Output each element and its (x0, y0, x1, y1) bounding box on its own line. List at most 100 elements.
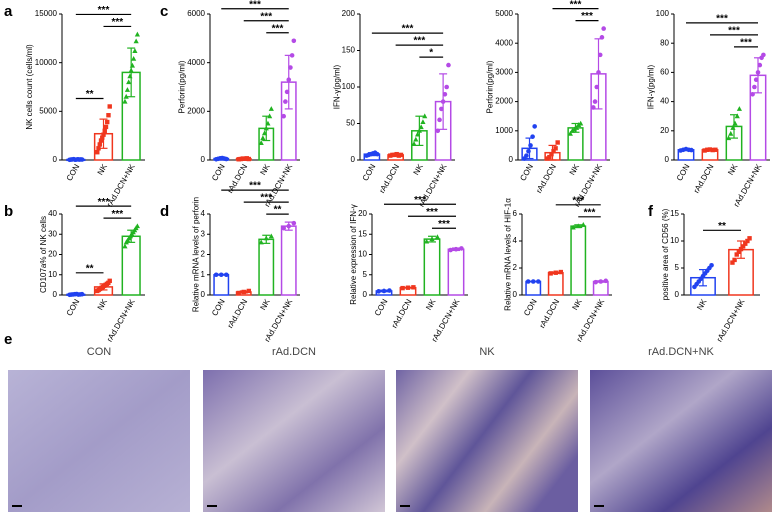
y-axis-label: IFN-γ(pg/ml) (332, 64, 341, 109)
data-point (732, 120, 738, 126)
histology-image (396, 370, 578, 512)
significance-label: *** (272, 23, 284, 34)
panel-letter: d (160, 203, 169, 220)
data-point (713, 147, 718, 152)
data-point (591, 105, 596, 110)
significance-label: *** (260, 193, 272, 204)
x-tick-label: NK (96, 297, 110, 312)
data-point (594, 84, 600, 90)
data-point (98, 138, 104, 143)
y-tick-label: 100 (656, 9, 670, 18)
x-tick-label: CON (522, 297, 539, 317)
data-point (106, 113, 111, 118)
data-point (105, 119, 110, 125)
significance-label: *** (111, 209, 123, 220)
y-tick-label: 3 (201, 229, 206, 238)
y-tick-label: 0 (363, 290, 368, 299)
panel-letter: c (160, 3, 168, 20)
significance-label: *** (570, 0, 582, 10)
data-point (281, 225, 286, 231)
data-point (422, 113, 428, 119)
x-tick-label: rAd.DCN (538, 297, 562, 329)
data-point (374, 151, 380, 157)
data-point (289, 53, 295, 58)
data-point (411, 141, 417, 146)
y-tick-label: 20 (660, 126, 669, 135)
x-tick-label: rAd.DCN (534, 162, 558, 194)
data-point (532, 124, 537, 129)
y-axis-label: Perforin(pg/ml) (178, 60, 187, 113)
data-point (126, 79, 132, 85)
data-point (738, 246, 744, 252)
data-point (752, 84, 757, 90)
data-point (753, 77, 759, 82)
x-tick-label: NK (695, 297, 709, 312)
data-point (702, 148, 707, 153)
y-tick-label: 40 (48, 209, 57, 218)
data-point (593, 279, 598, 285)
data-point (414, 131, 421, 137)
data-point (525, 279, 531, 284)
x-tick-label: NK (570, 297, 584, 312)
data-point (757, 62, 763, 68)
data-point (291, 220, 297, 226)
data-point (134, 31, 140, 37)
bar (213, 274, 230, 296)
data-point (123, 93, 129, 99)
significance-label: * (429, 48, 433, 59)
significance-label: *** (414, 36, 426, 47)
significance-label: *** (426, 207, 438, 218)
x-tick-label: NK (424, 297, 438, 312)
x-tick-label: CON (675, 162, 692, 182)
data-point (558, 269, 564, 275)
data-point (710, 147, 715, 153)
data-point (747, 236, 752, 241)
y-tick-label: 0 (513, 290, 518, 299)
y-tick-label: 200 (342, 9, 356, 18)
bar (423, 238, 441, 296)
data-point (745, 238, 750, 244)
data-point (526, 148, 531, 154)
data-point (263, 235, 269, 241)
data-point (570, 224, 576, 230)
data-point (268, 233, 274, 239)
significance-label: *** (111, 17, 123, 28)
data-point (601, 26, 606, 31)
data-point (707, 147, 713, 152)
data-point (122, 98, 128, 104)
data-point (736, 249, 742, 254)
x-tick-label: rAd.DCN+NK (105, 162, 137, 208)
data-point (102, 128, 107, 133)
data-point (553, 270, 558, 275)
y-axis-label: positive area of CD56 (%) (661, 208, 670, 300)
y-tick-label: 10000 (35, 58, 58, 67)
y-tick-label: 15 (358, 229, 367, 238)
data-point (536, 279, 541, 284)
data-point (260, 135, 266, 141)
panel-letter: e (4, 331, 12, 348)
bar (447, 248, 465, 296)
data-point (547, 154, 552, 160)
significance-label: *** (260, 11, 272, 22)
data-point (224, 272, 229, 278)
data-point (755, 70, 761, 75)
data-point (442, 92, 448, 97)
y-tick-label: 6000 (187, 9, 205, 18)
data-point (732, 257, 737, 263)
x-tick-label: rAd.DCN (226, 297, 250, 329)
y-tick-label: 0 (665, 155, 670, 164)
data-point (133, 38, 139, 44)
data-point (376, 289, 381, 294)
panel-letter: b (4, 203, 13, 220)
y-tick-label: 4 (201, 209, 206, 218)
panel-letter: f (648, 203, 654, 220)
data-point (79, 157, 85, 162)
data-point (387, 288, 392, 293)
y-tick-label: 2 (513, 263, 518, 272)
data-point (573, 125, 580, 130)
significance-label: *** (584, 207, 596, 218)
data-point (548, 271, 553, 276)
histology-image (203, 370, 385, 512)
data-point (598, 279, 604, 284)
y-tick-label: 5 (363, 270, 368, 279)
